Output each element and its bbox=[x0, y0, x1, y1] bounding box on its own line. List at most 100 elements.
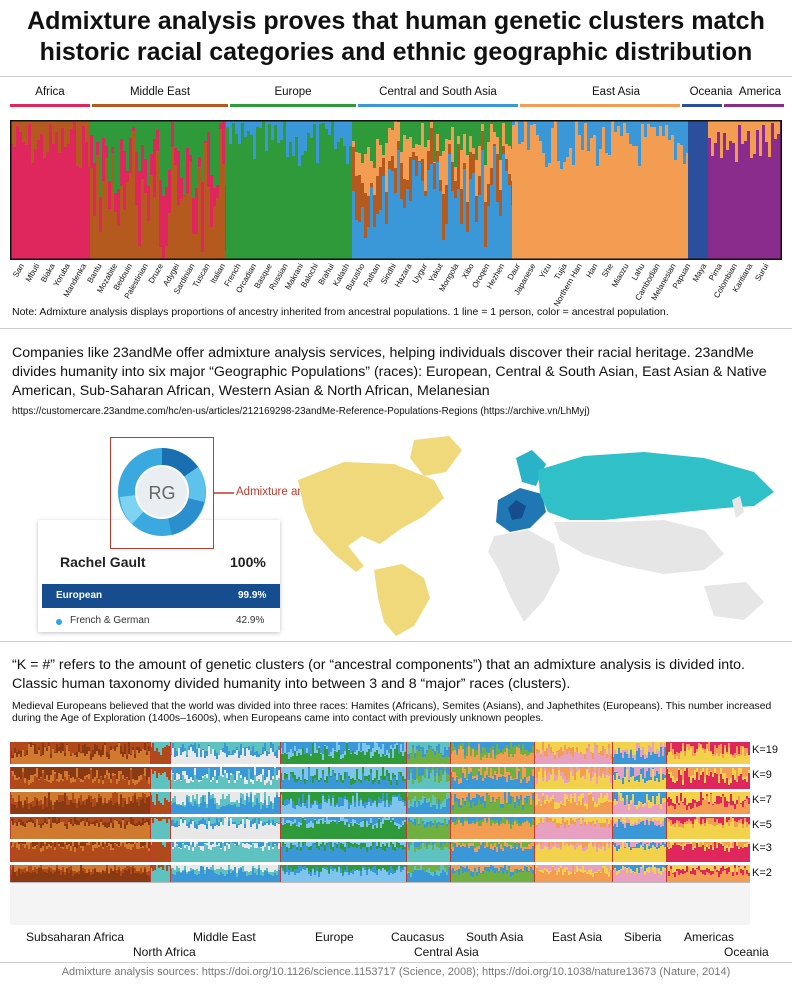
cluster-column-segment bbox=[262, 792, 264, 803]
cluster-column-segment bbox=[126, 777, 128, 778]
cluster-column-segment bbox=[386, 818, 388, 820]
cluster-column-segment bbox=[410, 840, 412, 845]
cluster-column-segment bbox=[312, 792, 314, 804]
cluster-column-segment bbox=[478, 817, 480, 821]
cluster-column-segment bbox=[68, 800, 70, 805]
admixture-column-segment bbox=[138, 171, 141, 246]
cluster-column-segment bbox=[204, 817, 206, 820]
cluster-column-segment bbox=[256, 875, 258, 882]
cluster-column-segment bbox=[332, 795, 334, 798]
cluster-column-segment bbox=[158, 773, 160, 789]
cluster-column-segment bbox=[482, 871, 484, 874]
cluster-column-segment bbox=[324, 792, 326, 799]
cluster-column-segment bbox=[146, 842, 148, 848]
cluster-column-segment bbox=[368, 781, 370, 789]
cluster-column-segment bbox=[386, 848, 388, 862]
cluster-column-segment bbox=[262, 742, 264, 747]
cluster-column-segment bbox=[116, 792, 118, 793]
admixture-column-segment bbox=[135, 152, 138, 205]
admixture-column-segment bbox=[34, 120, 37, 149]
cluster-column-segment bbox=[140, 780, 142, 789]
cluster-column-segment bbox=[140, 751, 142, 764]
cluster-column-segment bbox=[140, 797, 142, 800]
cluster-column-segment bbox=[226, 742, 228, 746]
cluster-column-segment bbox=[296, 817, 298, 825]
cluster-column-segment bbox=[262, 840, 264, 846]
cluster-column-segment bbox=[34, 797, 36, 806]
cluster-column-segment bbox=[214, 750, 216, 756]
cluster-column-segment bbox=[216, 809, 218, 814]
cluster-column-segment bbox=[54, 802, 56, 814]
admixture-column-segment bbox=[298, 166, 301, 260]
cluster-column-segment bbox=[410, 767, 412, 769]
cluster-column-segment bbox=[412, 842, 414, 862]
cluster-column-segment bbox=[224, 817, 226, 818]
admixture-column-segment bbox=[433, 120, 436, 162]
cluster-column-segment bbox=[382, 818, 384, 824]
divider bbox=[0, 76, 792, 77]
cluster-column-segment bbox=[190, 804, 192, 814]
cluster-column-segment bbox=[42, 865, 44, 869]
cluster-column-segment bbox=[210, 817, 212, 824]
cluster-column-segment bbox=[276, 775, 278, 780]
cluster-column-segment bbox=[236, 780, 238, 789]
cluster-column-segment bbox=[424, 847, 426, 862]
cluster-column-segment bbox=[362, 742, 364, 743]
cluster-column-segment bbox=[426, 803, 428, 814]
admixture-column-segment bbox=[192, 198, 195, 234]
admixture-column-segment bbox=[16, 120, 19, 126]
cluster-column-segment bbox=[328, 817, 330, 820]
cluster-column-segment bbox=[274, 756, 276, 764]
admixture-column-segment bbox=[697, 120, 700, 260]
cluster-column-segment bbox=[402, 800, 404, 802]
admixture-column-segment bbox=[198, 157, 201, 167]
cluster-column-segment bbox=[54, 817, 56, 823]
cluster-column-segment bbox=[410, 769, 412, 773]
cluster-column-segment bbox=[438, 783, 440, 789]
cluster-column-segment bbox=[40, 756, 42, 764]
cluster-column-segment bbox=[330, 869, 332, 882]
cluster-column-segment bbox=[316, 750, 318, 753]
cluster-column-segment bbox=[468, 869, 470, 871]
cluster-column-segment bbox=[464, 778, 466, 789]
cluster-column-segment bbox=[202, 792, 204, 795]
cluster-column-segment bbox=[190, 845, 192, 862]
cluster-column-segment bbox=[454, 742, 456, 747]
cluster-column-segment bbox=[102, 871, 104, 882]
cluster-column-segment bbox=[34, 865, 36, 867]
admixture-column-segment bbox=[96, 120, 99, 142]
cluster-column-segment bbox=[386, 770, 388, 776]
cluster-column-segment bbox=[240, 868, 242, 882]
admixture-column-segment bbox=[37, 120, 40, 140]
cluster-column-segment bbox=[156, 865, 158, 882]
admixture-column-segment bbox=[129, 138, 132, 173]
cluster-column-segment bbox=[40, 792, 42, 800]
cluster-column-segment bbox=[400, 865, 402, 868]
cluster-column-segment bbox=[354, 792, 356, 802]
cluster-column-segment bbox=[482, 803, 484, 814]
cluster-column-segment bbox=[360, 822, 362, 827]
admixture-column-segment bbox=[641, 124, 644, 260]
cluster-column-segment bbox=[78, 767, 80, 778]
cluster-column-segment bbox=[470, 792, 472, 800]
european-row[interactable]: European 99.9% bbox=[42, 584, 280, 608]
cluster-column-segment bbox=[148, 876, 150, 882]
admixture-column-segment bbox=[430, 122, 433, 128]
cluster-column-segment bbox=[470, 846, 472, 862]
cluster-column-segment bbox=[326, 803, 328, 814]
admixture-column-segment bbox=[174, 148, 177, 165]
cluster-column-segment bbox=[340, 849, 342, 862]
cluster-column-segment bbox=[436, 823, 438, 828]
cluster-column-segment bbox=[60, 817, 62, 822]
cluster-column-segment bbox=[126, 778, 128, 789]
cluster-column-segment bbox=[396, 785, 398, 789]
cluster-column-segment bbox=[458, 767, 460, 779]
cluster-column-segment bbox=[48, 767, 50, 780]
cluster-column-segment bbox=[348, 767, 350, 776]
cluster-column-segment bbox=[480, 804, 482, 814]
cluster-column-segment bbox=[422, 776, 424, 789]
cluster-column-segment bbox=[348, 778, 350, 789]
cluster-column-segment bbox=[414, 840, 416, 847]
admixture-column-segment bbox=[271, 140, 274, 260]
cluster-column-segment bbox=[246, 747, 248, 748]
